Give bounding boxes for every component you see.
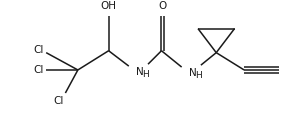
Text: H: H — [195, 71, 202, 80]
Text: Cl: Cl — [53, 96, 64, 106]
Text: H: H — [142, 70, 149, 79]
Text: N: N — [189, 68, 197, 78]
Text: OH: OH — [101, 1, 117, 11]
Text: Cl: Cl — [34, 45, 44, 55]
Text: O: O — [159, 1, 167, 11]
Text: N: N — [137, 67, 144, 77]
Text: Cl: Cl — [34, 65, 44, 75]
